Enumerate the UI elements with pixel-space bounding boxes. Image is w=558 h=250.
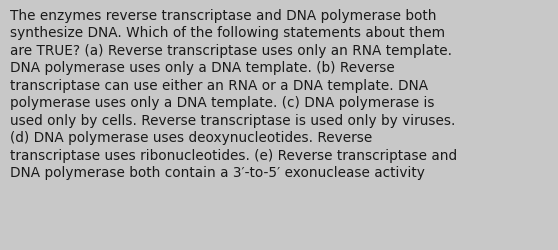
Text: The enzymes reverse transcriptase and DNA polymerase both
synthesize DNA. Which : The enzymes reverse transcriptase and DN… [10,9,457,180]
